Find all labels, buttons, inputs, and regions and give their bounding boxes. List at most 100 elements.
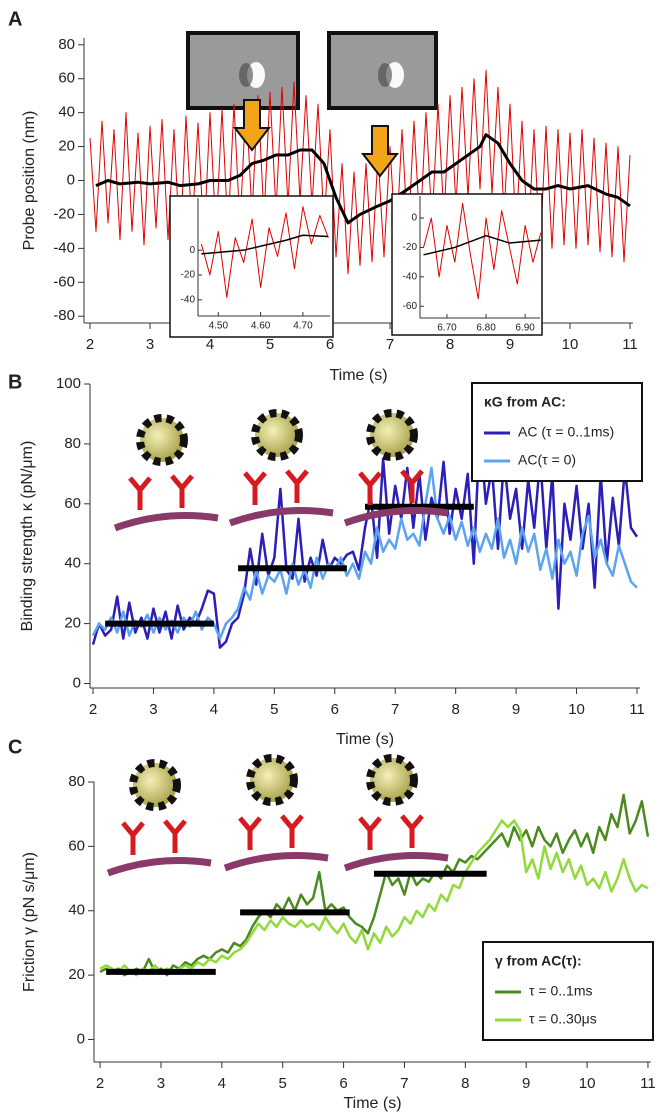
x-tick-label: 9 — [512, 701, 520, 718]
x-axis-label: Time (s) — [329, 367, 387, 384]
arrow — [360, 125, 400, 178]
y-tick-label: -40 — [53, 239, 75, 256]
x-tick-label: 5 — [266, 336, 274, 353]
y-tick-label: 0 — [189, 245, 195, 256]
y-tick-label: 0 — [73, 674, 81, 691]
x-tick-label: 11 — [629, 701, 645, 718]
probe-shadow — [239, 63, 253, 87]
x-tick-label: 2 — [86, 336, 94, 353]
y-tick-label: 20 — [64, 615, 81, 632]
bead-icon — [108, 763, 211, 873]
data-line — [91, 466, 638, 640]
y-tick-label: 40 — [58, 104, 75, 121]
x-tick-label: 4.50 — [209, 321, 229, 332]
x-tick-label: 8 — [446, 336, 454, 353]
y-tick-label: 80 — [58, 36, 75, 53]
x-tick-label: 10 — [568, 701, 585, 718]
y-tick-label: 40 — [68, 902, 85, 919]
y-tick-label: 0 — [411, 213, 417, 224]
x-tick-label: 6 — [339, 1075, 347, 1092]
data-line — [200, 206, 329, 298]
x-axis-label: Time (s) — [336, 731, 394, 748]
x-tick-label: 11 — [622, 336, 638, 353]
y-tick-label: 60 — [58, 70, 75, 87]
panel-label: A — [8, 8, 22, 30]
x-tick-label: 9 — [506, 336, 514, 353]
x-tick-label: 8 — [461, 1075, 469, 1092]
microscope-image — [327, 31, 438, 110]
x-tick-label: 11 — [640, 1075, 656, 1092]
panel-label: B — [8, 371, 22, 393]
x-tick-label: 6.70 — [437, 323, 457, 334]
y-tick-label: -20 — [181, 270, 196, 281]
legend-label: τ = 0..30μs — [529, 1011, 597, 1027]
decorations — [186, 31, 438, 110]
data-line — [99, 819, 649, 977]
x-tick-label: 3 — [149, 701, 157, 718]
inset-frame — [391, 193, 543, 336]
x-tick-label: 3 — [146, 336, 154, 353]
y-axis-label: Friction γ (pN s/μm) — [21, 852, 38, 992]
y-tick-label: 20 — [68, 966, 85, 983]
x-axis-label: Time (s) — [343, 1095, 401, 1112]
x-tick-label: 2 — [96, 1075, 104, 1092]
x-tick-label: 7 — [400, 1075, 408, 1092]
legend-title: κG from AC: — [484, 394, 566, 410]
y-tick-label: 100 — [56, 375, 81, 392]
probe-shadow — [378, 63, 392, 87]
data-line — [201, 234, 329, 255]
arrow — [232, 99, 272, 152]
y-tick-label: -60 — [53, 273, 75, 290]
x-tick-label: 2 — [89, 701, 97, 718]
x-tick-label: 6.80 — [476, 323, 496, 334]
y-tick-label: -80 — [53, 307, 75, 324]
x-tick-label: 9 — [522, 1075, 530, 1092]
data-line — [423, 234, 541, 256]
data-line — [99, 793, 650, 977]
y-tick-label: 0 — [77, 1030, 85, 1047]
x-tick-label: 6.90 — [515, 323, 535, 334]
y-tick-label: -20 — [53, 205, 75, 222]
x-tick-label: 10 — [579, 1075, 596, 1092]
y-tick-label: 0 — [67, 171, 75, 188]
y-tick-label: 80 — [64, 435, 81, 452]
x-tick-label: 5 — [279, 1075, 287, 1092]
y-tick-label: -60 — [403, 301, 418, 312]
x-tick-label: 10 — [562, 336, 579, 353]
bead-icon — [225, 758, 328, 868]
y-tick-label: 40 — [64, 555, 81, 572]
x-tick-label: 5 — [270, 701, 278, 718]
y-tick-label: -20 — [403, 242, 418, 253]
legend-label: AC(τ = 0) — [518, 452, 576, 468]
x-tick-label: 4 — [210, 701, 218, 718]
y-axis-label: Probe position (nm) — [21, 111, 38, 251]
y-tick-label: 60 — [68, 837, 85, 854]
x-tick-label: 4 — [206, 336, 214, 353]
x-tick-label: 3 — [157, 1075, 165, 1092]
x-tick-label: 6 — [326, 336, 334, 353]
x-tick-label: 6 — [331, 701, 339, 718]
y-tick-label: -40 — [403, 271, 418, 282]
bead-icon — [345, 758, 448, 868]
x-tick-label: 4.60 — [251, 321, 271, 332]
legend-label: AC (τ = 0..1ms) — [518, 424, 614, 440]
x-tick-label: 4 — [218, 1075, 226, 1092]
x-tick-label: 7 — [391, 701, 399, 718]
legend-label: τ = 0..1ms — [529, 983, 593, 999]
legend-title: γ from AC(τ): — [495, 953, 582, 969]
panel-label: C — [8, 736, 22, 758]
y-tick-label: 60 — [64, 495, 81, 512]
y-tick-label: -40 — [181, 294, 196, 305]
x-tick-label: 8 — [451, 701, 459, 718]
data-line — [95, 133, 631, 225]
x-tick-label: 4.70 — [293, 321, 313, 332]
y-axis-label: Binding strength κ (pN/μm) — [19, 441, 36, 632]
data-line — [423, 202, 542, 300]
overlays — [108, 99, 448, 873]
y-tick-label: 20 — [58, 138, 75, 155]
x-tick-label: 7 — [386, 336, 394, 353]
y-tick-label: 80 — [68, 773, 85, 790]
bead-icon — [115, 418, 218, 528]
